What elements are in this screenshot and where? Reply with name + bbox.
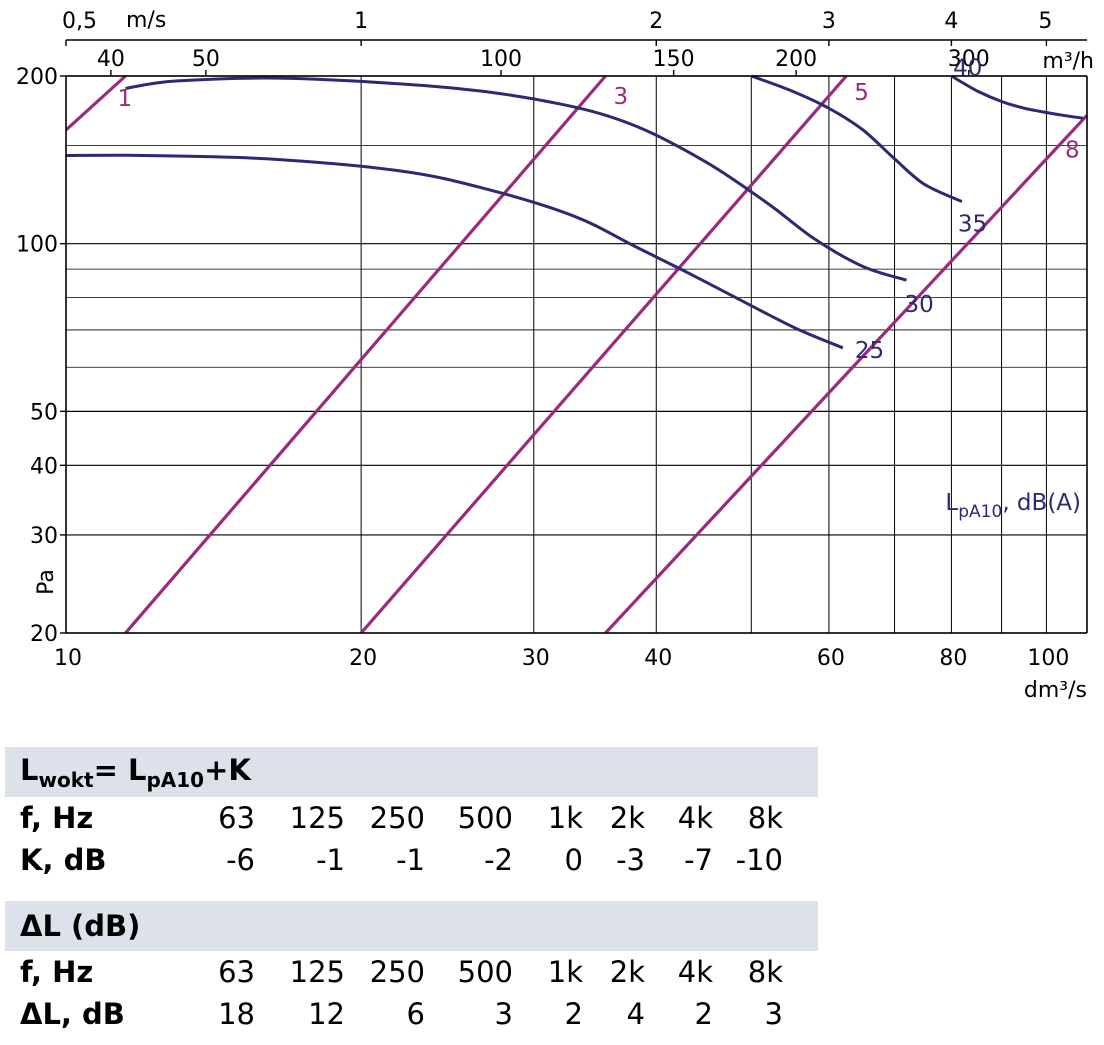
series-label-1: 1 xyxy=(118,86,133,112)
table-cell: 12 xyxy=(308,997,345,1031)
velocity-tick-label: 3 xyxy=(822,9,836,34)
axes xyxy=(60,39,1088,634)
sound-curve-30 xyxy=(125,76,907,282)
x-tick-label: 30 xyxy=(522,646,550,671)
table-cell: 3 xyxy=(764,997,783,1031)
y-tick-label: 100 xyxy=(16,233,58,258)
table-cell: 250 xyxy=(369,955,425,989)
series-label-3: 3 xyxy=(613,84,628,110)
velocity-tick-label: 2 xyxy=(649,9,663,34)
table-cell: 1k xyxy=(547,801,583,835)
setting-line-3 xyxy=(124,74,607,635)
row-label: K, dB xyxy=(20,843,107,877)
delta-l-table: ΔL (dB) f, Hz 63 125 250 500 1k 2k 4k 8k ΔL, dB 1… xyxy=(5,901,818,1035)
k-table-row-frequency: f, Hz 63 125 250 500 1k 2k 4k 8k xyxy=(5,797,818,839)
table-cell: -1 xyxy=(396,843,425,877)
series-label-30: 30 xyxy=(905,292,934,318)
row-label: f, Hz xyxy=(20,955,94,989)
series-label-5: 5 xyxy=(854,80,869,106)
sound-level-label: LpA10, dB(A) xyxy=(945,490,1081,522)
table-cell: 63 xyxy=(218,955,255,989)
k-table-header: Lwokt= LpA10+K xyxy=(5,747,818,797)
x-tick-label: 10 xyxy=(54,646,82,671)
sound-curve-40 xyxy=(950,74,1084,120)
table-cell: 18 xyxy=(218,997,255,1031)
table-cell: 4 xyxy=(626,997,645,1031)
table-cell: 6 xyxy=(406,997,425,1031)
series-label-40: 40 xyxy=(953,55,982,81)
y-tick-label: 30 xyxy=(30,524,58,549)
delta-l-table-header-text: ΔL (dB) xyxy=(20,909,141,943)
table-cell: 2k xyxy=(609,955,645,989)
velocity-tick-label: 1 xyxy=(354,9,368,34)
k-correction-table: Lwokt= LpA10+K f, Hz 63 125 250 500 1k 2k 4k 8k … xyxy=(5,747,818,881)
series-label-25: 25 xyxy=(855,338,884,364)
x-axis-label: dm³/s xyxy=(1024,678,1087,703)
table-cell: 2k xyxy=(609,801,645,835)
curve-group xyxy=(66,74,1089,635)
table-cell: 125 xyxy=(289,801,345,835)
grid xyxy=(65,75,1087,634)
table-cell: 125 xyxy=(289,955,345,989)
delta-l-table-row-frequency: f, Hz 63 125 250 500 1k 2k 4k 8k xyxy=(5,951,818,993)
setting-line-1 xyxy=(66,74,127,132)
top-flow-tick-label: 50 xyxy=(192,47,220,72)
x-tick-label: 40 xyxy=(644,646,672,671)
sound-curve-35 xyxy=(750,74,963,203)
top-flow-tick-label: 100 xyxy=(480,47,522,72)
y-tick-label: 20 xyxy=(30,622,58,647)
table-cell: 0 xyxy=(564,843,583,877)
table-cell: 63 xyxy=(218,801,255,835)
table-cell: 8k xyxy=(747,955,783,989)
y-tick-label: 40 xyxy=(30,454,58,479)
table-cell: -10 xyxy=(735,843,783,877)
row-label: ΔL, dB xyxy=(20,997,125,1031)
table-cell: 4k xyxy=(677,801,713,835)
velocity-tick-label: 5 xyxy=(1038,9,1052,34)
y-axis-label: Pa xyxy=(34,569,59,595)
table-cell: -2 xyxy=(484,843,513,877)
top-flow-axis-label: m³/h xyxy=(1042,49,1094,74)
table-cell: 4k xyxy=(677,955,713,989)
table-cell: 250 xyxy=(369,801,425,835)
table-cell: -6 xyxy=(226,843,255,877)
top-flow-tick-label: 40 xyxy=(97,47,125,72)
k-table-row-k: K, dB -6 -1 -1 -2 0 -3 -7 -10 xyxy=(5,839,818,881)
table-cell: 8k xyxy=(747,801,783,835)
velocity-tick-label: 4 xyxy=(944,9,958,34)
table-cell: 500 xyxy=(457,801,513,835)
top-flow-tick-label: 150 xyxy=(653,47,695,72)
table-cell: 500 xyxy=(457,955,513,989)
delta-l-table-row-delta-l: ΔL, dB 18 12 6 3 2 4 2 3 xyxy=(5,993,818,1035)
top-flow-tick-label: 200 xyxy=(775,47,817,72)
table-cell: 3 xyxy=(494,997,513,1031)
x-tick-label: 20 xyxy=(349,646,377,671)
table-cell: 2 xyxy=(564,997,583,1031)
top-velocity-axis-label: m/s xyxy=(126,8,166,33)
delta-l-table-header: ΔL (dB) xyxy=(5,901,818,951)
x-tick-label: 60 xyxy=(817,646,845,671)
row-label: f, Hz xyxy=(20,801,94,835)
velocity-tick-label: 0,5 xyxy=(62,9,97,34)
curves xyxy=(66,74,1089,635)
table-cell: -7 xyxy=(684,843,713,877)
y-tick-label: 200 xyxy=(16,65,58,90)
top-flow-tick-label: 300 xyxy=(948,47,990,72)
table-cell: -3 xyxy=(616,843,645,877)
table-cell: 2 xyxy=(694,997,713,1031)
setting-line-5 xyxy=(359,74,848,635)
table-cell: -1 xyxy=(316,843,345,877)
setting-line-8 xyxy=(604,114,1089,635)
x-tick-label: 100 xyxy=(1027,646,1069,671)
y-tick-label: 50 xyxy=(30,400,58,425)
x-tick-label: 80 xyxy=(939,646,967,671)
series-label-8: 8 xyxy=(1065,137,1080,163)
sound-curve-25 xyxy=(66,153,844,350)
series-label-35: 35 xyxy=(958,212,987,238)
table-cell: 1k xyxy=(547,955,583,989)
k-table-header-text: Lwokt= LpA10+K xyxy=(20,752,251,792)
